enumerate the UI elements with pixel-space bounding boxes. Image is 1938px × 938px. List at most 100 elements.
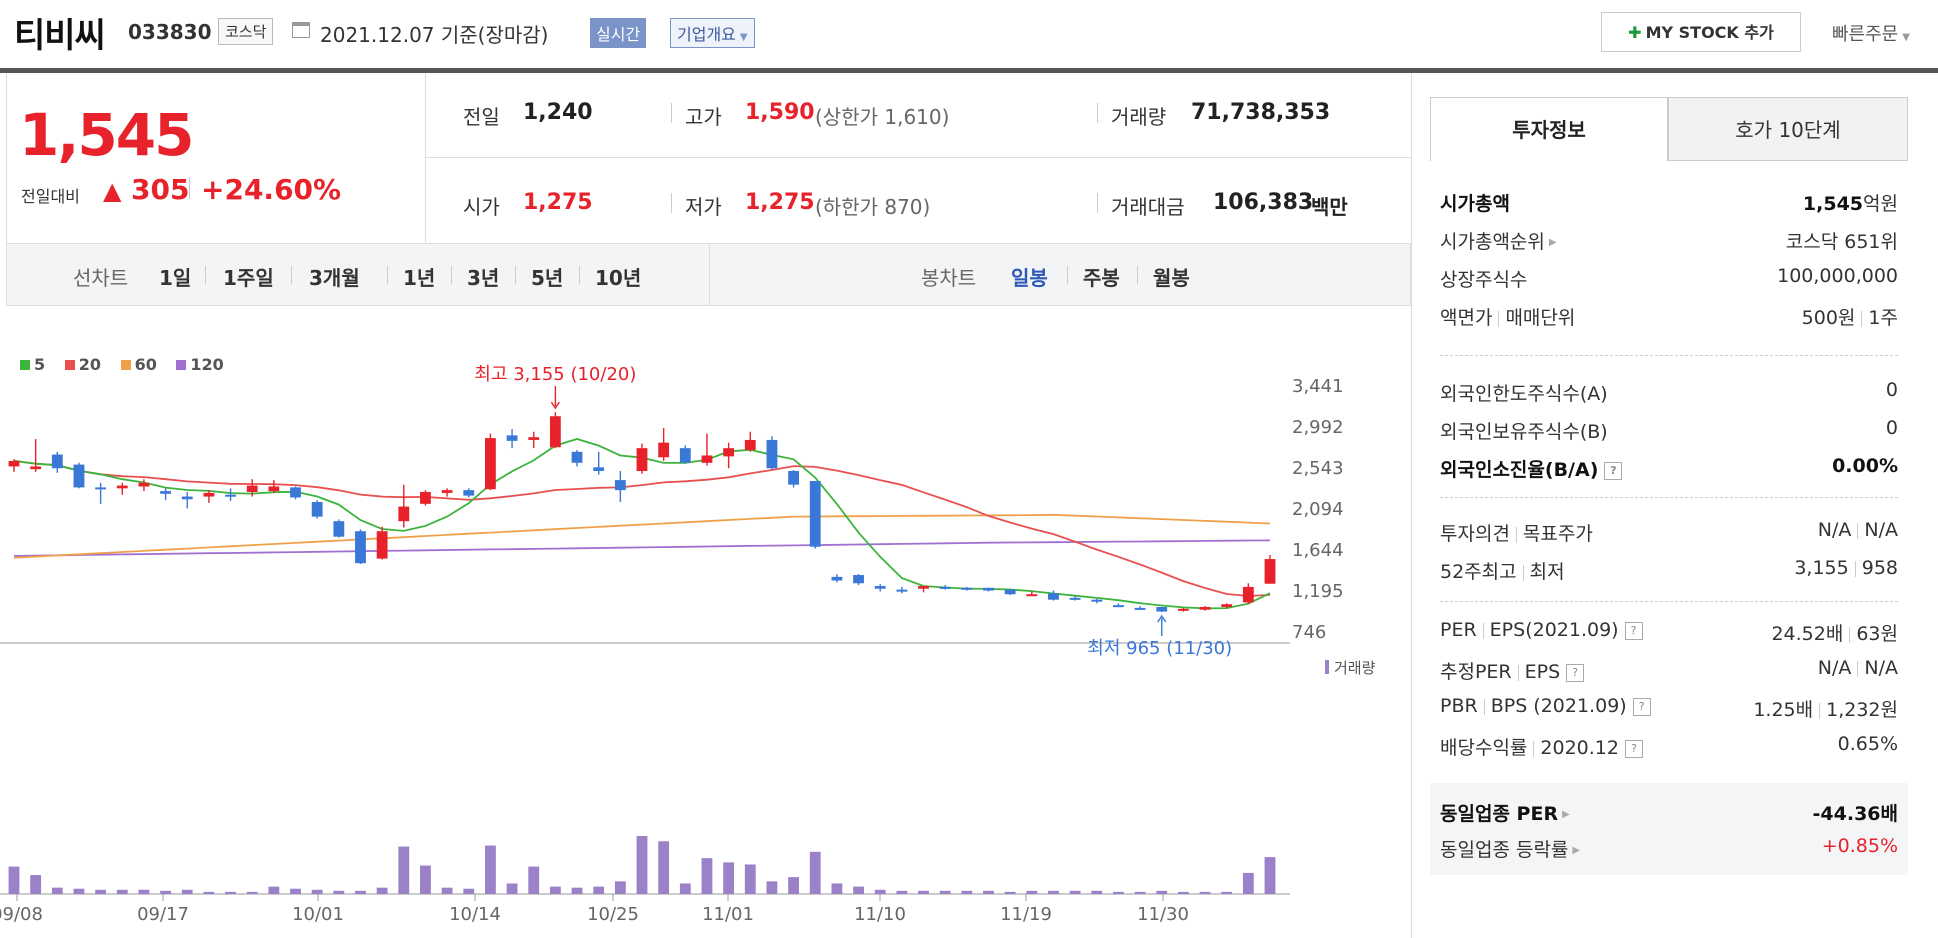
candle-body [73, 464, 85, 488]
volume-bar [333, 890, 345, 894]
candle-body [138, 482, 150, 487]
x-tick-label: 09/17 [137, 904, 189, 925]
industry-per-label[interactable]: 동일업종 PER ▶ [1440, 803, 1570, 825]
separator [515, 266, 516, 284]
volume-bar [1177, 891, 1189, 894]
candle-body [420, 491, 431, 504]
add-my-stock-button[interactable]: ✚ MY STOCK 추가 [1601, 12, 1801, 52]
separator [1067, 266, 1068, 284]
period-selector: 선차트 1일 1주일 3개월 1년 3년 5년 10년 봉차트 일봉 주봉 월봉 [6, 243, 1411, 306]
period-5y[interactable]: 5년 [531, 266, 564, 290]
candle-body [528, 437, 540, 440]
candle-body [1091, 599, 1103, 602]
candle-body [355, 531, 366, 564]
volume-bar [376, 887, 388, 894]
volume-value: 71,738,353 [1191, 100, 1331, 125]
prev-close-value: 1,240 [523, 100, 593, 125]
amount-value: 106,383 [1213, 190, 1314, 215]
market-cap-value: 1,545억원 [1802, 193, 1898, 215]
period-3m[interactable]: 3개월 [309, 266, 360, 290]
chart-legend: 5 20 60 120 [20, 355, 224, 374]
volume-bar [809, 851, 821, 894]
candle-body [116, 485, 128, 489]
help-icon[interactable]: ? [1624, 739, 1643, 758]
stock-name: 티비씨 [14, 16, 106, 56]
candle-monthly[interactable]: 월봉 [1153, 266, 1190, 290]
candle-body [268, 486, 280, 492]
separator [189, 177, 190, 199]
help-icon[interactable]: ? [1566, 663, 1585, 682]
help-icon[interactable]: ? [1624, 621, 1643, 640]
candle-body [95, 487, 107, 490]
stock-code: 033830 [128, 20, 212, 44]
market-cap-rank-label[interactable]: 시가총액순위 ▶ [1440, 231, 1557, 253]
up-arrow-icon: ▲ [103, 177, 122, 205]
x-tick-label: 10/01 [292, 904, 344, 925]
tab-investment-info[interactable]: 투자정보 [1430, 97, 1668, 161]
divider [1440, 355, 1898, 357]
period-1y[interactable]: 1년 [403, 266, 436, 290]
help-icon[interactable]: ? [1604, 461, 1623, 480]
period-10y[interactable]: 10년 [595, 266, 642, 290]
x-tick-label: 11/01 [702, 904, 754, 925]
pbr-row: PBR BPS (2021.09)? 1.25배 1,232원 [1430, 695, 1908, 723]
candle-weekly[interactable]: 주봉 [1083, 266, 1120, 290]
volume-bar [116, 889, 128, 894]
quick-order-menu[interactable]: 빠른주문 ▼ [1832, 20, 1910, 46]
volume-bar [1113, 891, 1124, 894]
foreign-limit-row: 외국인한도주식수(A) 0 [1430, 379, 1908, 407]
legend-item-ma120: 120 [176, 355, 224, 374]
industry-change-label[interactable]: 동일업종 등락률 ▶ [1440, 839, 1581, 861]
tab-order-book[interactable]: 호가 10단계 [1668, 97, 1908, 161]
realtime-button[interactable]: 실시간 [590, 18, 647, 48]
period-3y[interactable]: 3년 [467, 266, 500, 290]
help-icon[interactable]: ? [1632, 697, 1651, 716]
candle-body [723, 448, 735, 457]
market-cap-rank-row: 시가총액순위 ▶ 코스닥 651위 [1430, 227, 1908, 255]
candle-body [701, 455, 713, 463]
high-value: 1,590 [745, 100, 815, 125]
per-row: PER EPS(2021.09)? 24.52배 63원 [1430, 619, 1908, 647]
x-tick-label: 10/14 [449, 904, 501, 925]
separator [1097, 103, 1098, 123]
header-divider [0, 68, 1938, 73]
candle-body [1221, 604, 1233, 607]
separator [1137, 266, 1138, 284]
company-overview-dropdown[interactable]: 기업개요 ▼ [670, 18, 755, 48]
volume-bar [160, 890, 171, 894]
volume-bar [679, 883, 691, 894]
volume-bar [658, 841, 670, 894]
industry-per-value: -44.36배 [1812, 803, 1898, 825]
candle-body [1156, 606, 1168, 612]
amount-label: 거래대금 [1111, 195, 1185, 219]
volume-bar [95, 889, 107, 894]
candle-body [246, 485, 258, 492]
volume-bar [766, 881, 778, 894]
candle-body [939, 586, 951, 589]
foreign-limit-label: 외국인한도주식수(A) [1440, 383, 1608, 405]
open-value: 1,275 [523, 190, 593, 215]
candle-body [918, 585, 929, 589]
foreign-holding-value: 0 [1885, 417, 1898, 439]
base-date: 2021.12.07 기준(장마감) [320, 23, 549, 47]
candle-body [51, 454, 63, 469]
volume-bar [1221, 891, 1233, 894]
quick-order-label: 빠른주문 [1832, 24, 1899, 45]
volume-bar [1264, 857, 1276, 894]
candle-body [1199, 606, 1211, 610]
low-value: 1,275 [745, 190, 815, 215]
y-tick-label: 2,992 [1292, 417, 1344, 438]
foreign-ratio-label: 외국인소진율(B/A)? [1440, 455, 1623, 482]
candle-body [30, 466, 42, 470]
volume-legend-swatch [1325, 660, 1329, 674]
volume-bar [420, 865, 431, 894]
period-1w[interactable]: 1주일 [223, 266, 274, 290]
candlestick-chart[interactable]: 3,441 2,992 2,543 2,094 1,644 1,195 746 09/08 09… [0, 306, 1411, 938]
ma120-line [13, 539, 1271, 557]
market-cap-label: 시가총액 [1440, 193, 1510, 215]
y-tick-label: 2,094 [1292, 499, 1344, 520]
dividend-value: 0.65% [1837, 733, 1898, 755]
candle-daily[interactable]: 일봉 [1011, 266, 1048, 290]
period-1d[interactable]: 1일 [159, 266, 192, 290]
opinion-row: 투자의견 목표주가 N/A N/A [1430, 519, 1908, 547]
